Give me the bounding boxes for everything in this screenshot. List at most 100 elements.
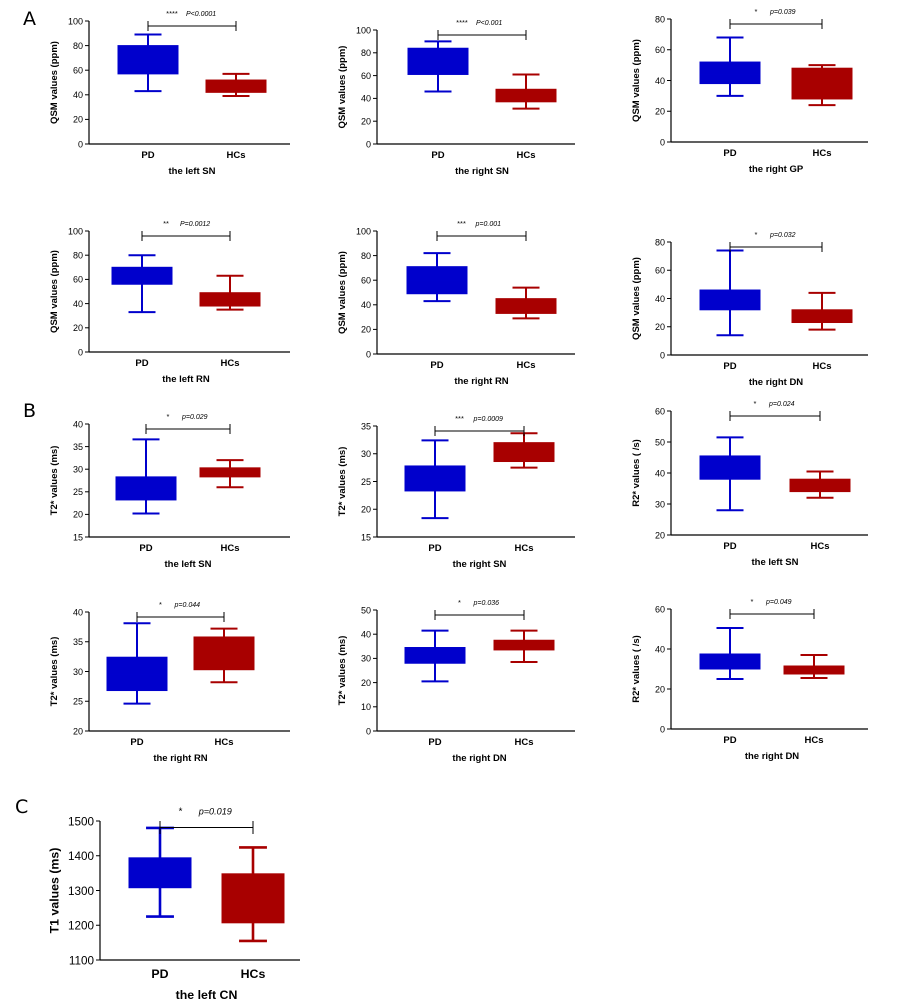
box-hcs xyxy=(193,627,255,684)
box-pd xyxy=(106,622,168,705)
y-axis-title: R2* values ( /s) xyxy=(631,439,642,507)
box-pd xyxy=(699,627,761,680)
box-hcs xyxy=(495,73,557,110)
y-tick-label: 30 xyxy=(73,667,83,677)
y-axis-title: T2* values (ms) xyxy=(49,637,60,707)
x-tick-label: HCs xyxy=(220,543,239,554)
y-tick-label: 0 xyxy=(366,726,371,736)
x-axis-title: the left SN xyxy=(169,166,216,177)
chart-3: 0 20 40 60 80 QSM values (ppm) PD HCs the right … xyxy=(631,7,868,175)
y-tick-label: 0 xyxy=(660,137,665,147)
p-value: p=0.0009 xyxy=(473,416,503,423)
y-axis-title: T1 values (ms) xyxy=(47,848,61,934)
x-tick-label: HCs xyxy=(516,360,535,371)
box-hcs xyxy=(791,291,853,331)
p-value: P<0.0001 xyxy=(186,11,216,18)
iqr-box xyxy=(493,442,555,463)
x-axis-title: the left RN xyxy=(162,374,210,385)
y-axis-title: T2* values (ms) xyxy=(337,447,348,517)
y-tick-label: 20 xyxy=(361,505,371,515)
y-tick-label: 60 xyxy=(655,604,665,614)
y-tick-label: 1100 xyxy=(69,954,95,967)
chart-11: 0 10 20 30 40 50 T2* values (ms) PD HCs the right… xyxy=(337,598,575,764)
x-tick-label: HCs xyxy=(241,967,266,981)
iqr-box xyxy=(221,873,285,924)
y-tick-label: 20 xyxy=(655,322,665,332)
box-pd xyxy=(699,436,761,512)
sig-stars: **** xyxy=(456,18,468,27)
chart-7: 15 20 25 30 35 40 T2* values (ms) PD HCs the left… xyxy=(49,412,290,570)
sig-stars: * xyxy=(755,7,758,16)
y-axis-title: QSM values (ppm) xyxy=(631,39,642,122)
box-pd xyxy=(128,826,192,918)
panel-label-a: A xyxy=(23,8,36,30)
y-tick-label: 0 xyxy=(660,724,665,734)
y-tick-label: 20 xyxy=(73,115,83,125)
box-hcs xyxy=(205,72,267,98)
sig-stars: * xyxy=(755,230,758,239)
y-tick-label: 30 xyxy=(361,449,371,459)
box-hcs xyxy=(783,654,845,679)
y-tick-label: 40 xyxy=(73,419,83,429)
sig-stars: * xyxy=(751,597,754,606)
x-tick-label: PD xyxy=(428,737,441,748)
y-axis-title: T2* values (ms) xyxy=(49,446,60,516)
x-axis-title: the right RN xyxy=(454,376,508,387)
y-tick-label: 1500 xyxy=(68,815,95,828)
sig-stars: *** xyxy=(455,414,464,423)
x-tick-label: PD xyxy=(723,541,736,552)
y-tick-label: 40 xyxy=(655,76,665,86)
x-axis-title: the right SN xyxy=(453,559,507,570)
p-value: p=0.001 xyxy=(475,221,502,228)
x-tick-label: HCs xyxy=(514,543,533,554)
x-tick-label: HCs xyxy=(812,148,831,159)
x-tick-label: PD xyxy=(151,967,168,981)
x-axis-title: the right DN xyxy=(452,753,506,764)
box-hcs xyxy=(199,459,261,489)
x-tick-label: HCs xyxy=(516,150,535,161)
box-pd xyxy=(407,40,469,93)
x-tick-label: PD xyxy=(141,150,154,161)
y-axis-title: T2* values (ms) xyxy=(337,636,348,706)
p-value: p=0.044 xyxy=(174,602,201,609)
p-value: p=0.024 xyxy=(768,401,795,408)
box-pd xyxy=(699,36,761,97)
x-tick-label: PD xyxy=(431,150,444,161)
x-axis-title: the left SN xyxy=(752,557,799,568)
y-tick-label: 0 xyxy=(78,347,83,357)
y-axis-title: QSM values (ppm) xyxy=(337,46,348,129)
chart-9: 20 30 40 50 60 R2* values ( /s) PD HCs the left … xyxy=(631,399,868,568)
box-hcs xyxy=(493,432,555,469)
p-value: p=0.039 xyxy=(769,9,796,16)
y-tick-label: 60 xyxy=(361,276,371,286)
iqr-box xyxy=(111,266,173,285)
box-hcs xyxy=(199,274,261,311)
y-tick-label: 30 xyxy=(73,465,83,475)
box-hcs xyxy=(789,470,851,499)
y-tick-label: 30 xyxy=(655,499,665,509)
y-tick-label: 20 xyxy=(655,684,665,694)
y-tick-label: 80 xyxy=(73,251,83,261)
chart-8: 15 20 25 30 35 T2* values (ms) PD HCs the right … xyxy=(337,414,575,570)
iqr-box xyxy=(115,476,177,501)
y-tick-label: 60 xyxy=(361,71,371,81)
iqr-box xyxy=(117,45,179,75)
chart-2: 0 20 40 60 80 100 QSM values (ppm) PD HCs the rig… xyxy=(337,18,575,177)
y-tick-label: 20 xyxy=(361,325,371,335)
box-pd xyxy=(404,439,466,520)
y-tick-label: 60 xyxy=(655,45,665,55)
y-tick-label: 40 xyxy=(655,644,665,654)
y-tick-label: 1200 xyxy=(68,920,95,933)
iqr-box xyxy=(193,636,255,671)
p-value: P<0.001 xyxy=(476,20,502,27)
y-tick-label: 35 xyxy=(73,637,83,647)
y-tick-label: 40 xyxy=(655,294,665,304)
iqr-box xyxy=(699,455,761,480)
y-tick-label: 1400 xyxy=(68,850,95,863)
y-tick-label: 35 xyxy=(361,421,371,431)
y-tick-label: 40 xyxy=(361,300,371,310)
iqr-box xyxy=(404,465,466,492)
sig-stars: * xyxy=(179,807,183,818)
box-hcs xyxy=(493,629,555,664)
y-tick-label: 100 xyxy=(356,226,371,236)
